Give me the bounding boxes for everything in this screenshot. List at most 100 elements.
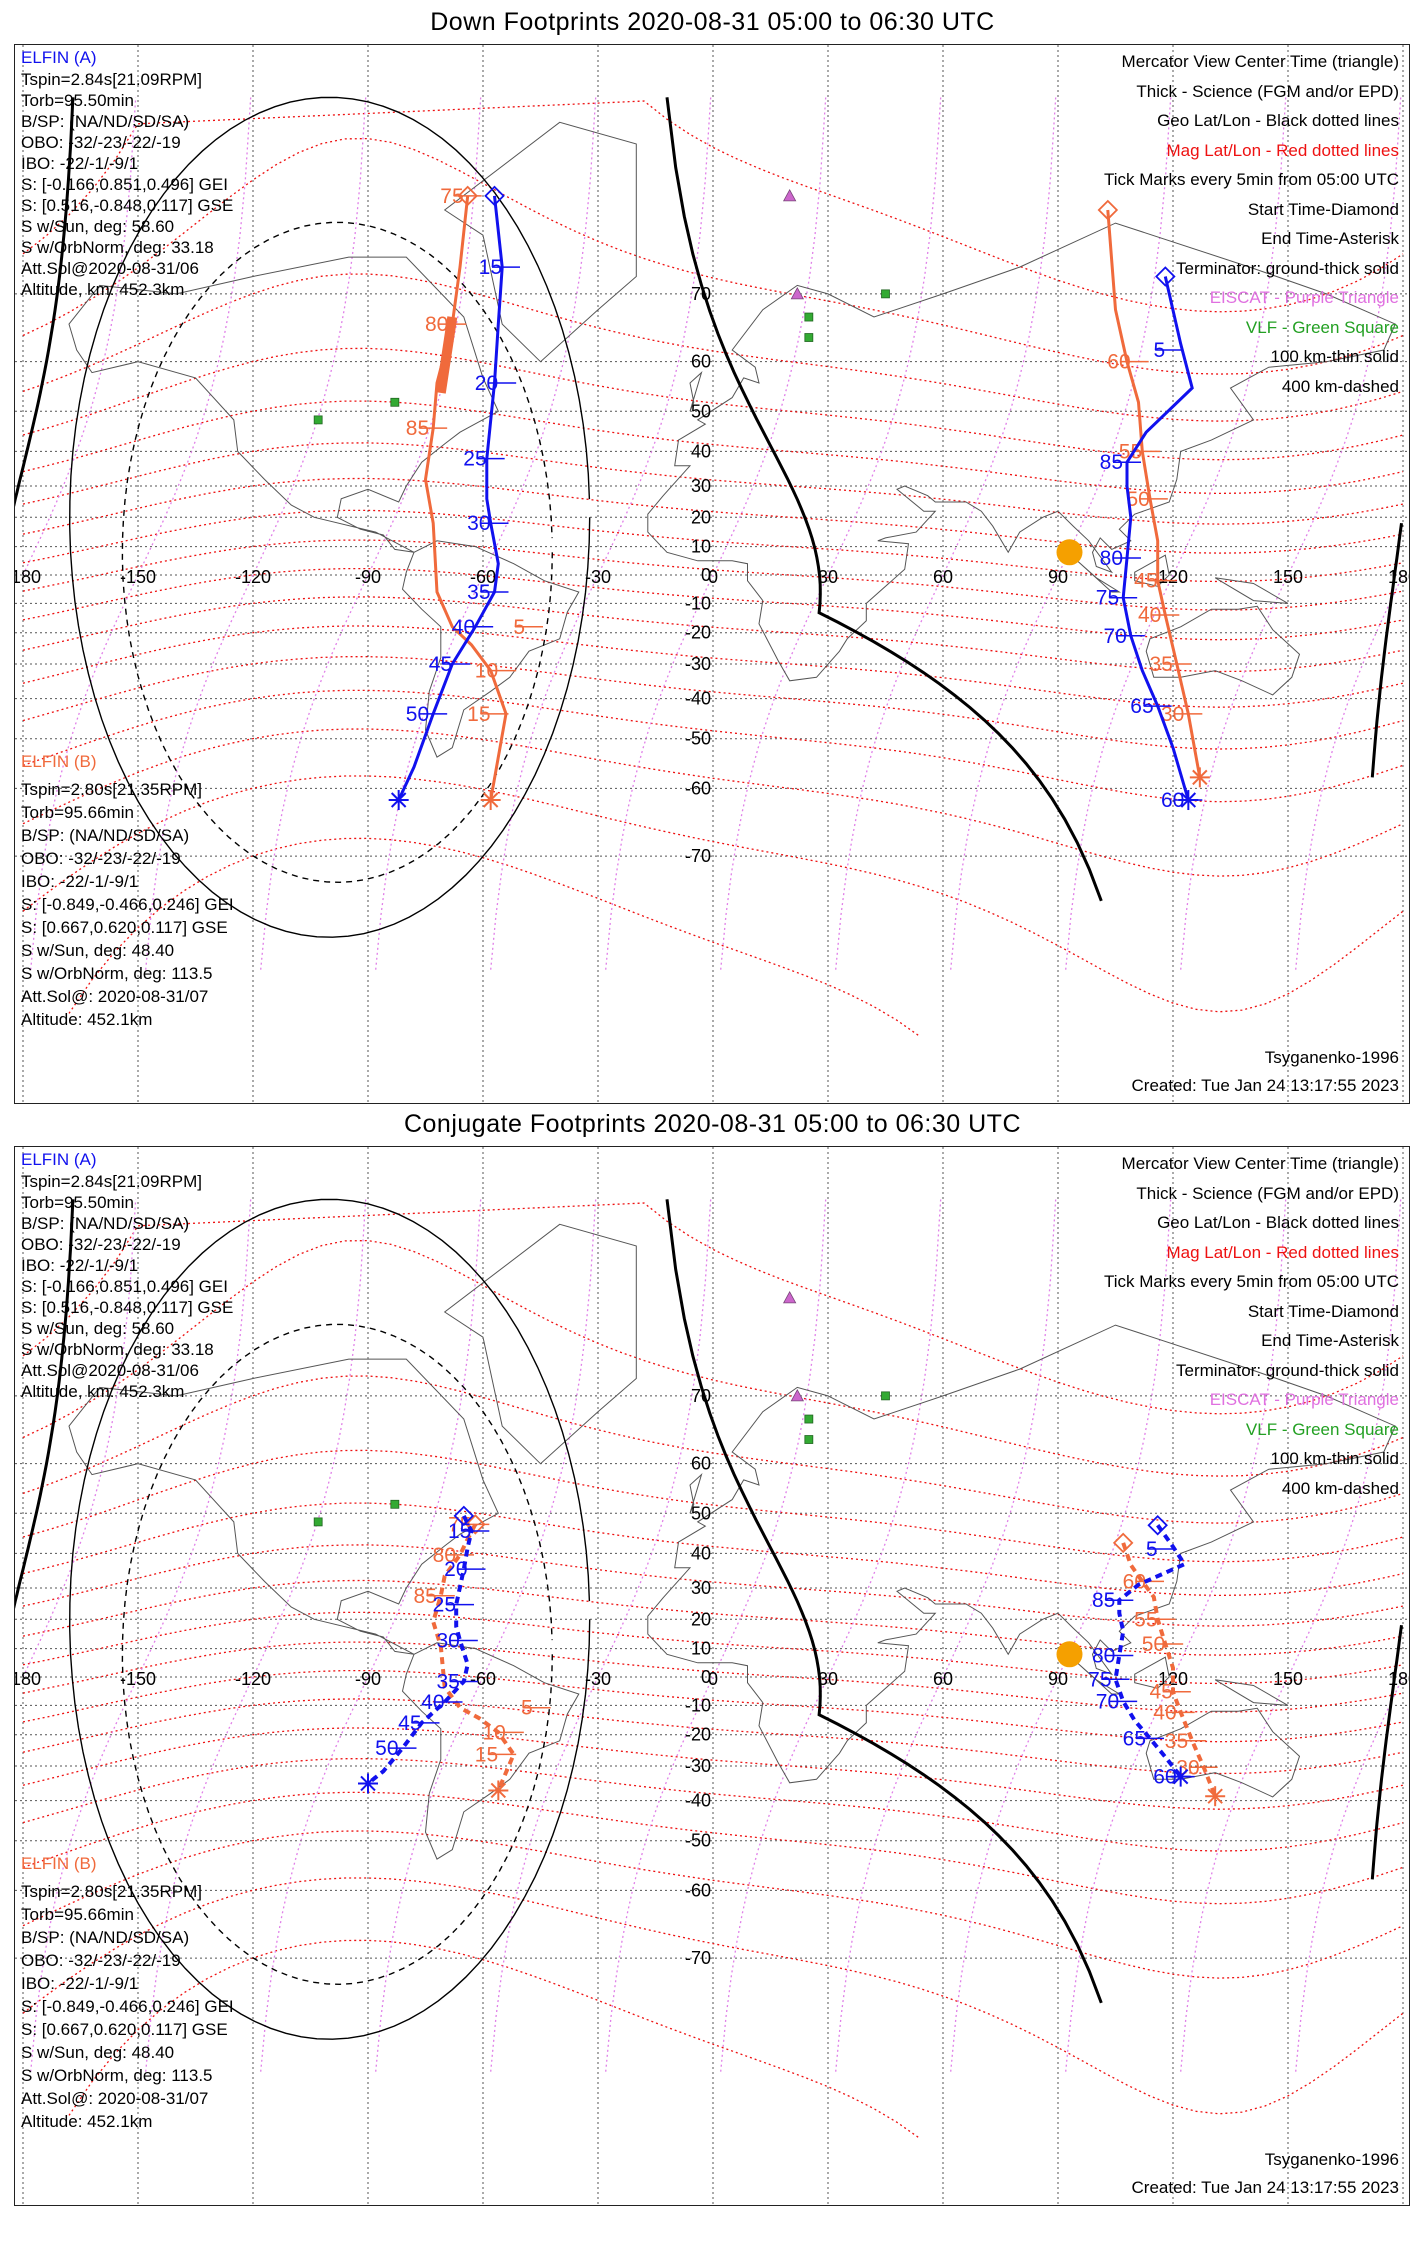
legend-item: End Time-Asterisk bbox=[1261, 229, 1399, 248]
coastline bbox=[1076, 560, 1122, 593]
mag-latitude-line bbox=[22, 477, 1404, 554]
legend-item: Thick - Science (FGM and/or EPD) bbox=[1136, 1183, 1399, 1203]
elfin-b-line: S: [-0.849,-0.466,0.246] GEI bbox=[21, 1997, 234, 2016]
latitude-tick-label: 70 bbox=[691, 1386, 711, 1406]
mag-longitude-line bbox=[605, 1199, 827, 2072]
latitude-tick-label: 20 bbox=[691, 507, 711, 527]
latitude-tick-label: -40 bbox=[685, 689, 711, 709]
legend-item: VLF - Green Square bbox=[1245, 317, 1399, 337]
longitude-tick-label: 30 bbox=[818, 567, 838, 587]
legend-item: Geo Lat/Lon - Black dotted lines bbox=[1157, 1213, 1399, 1232]
elfin-a-line: Altitude, km: 452.3km bbox=[21, 280, 185, 299]
mag-latitude-line bbox=[22, 728, 1404, 877]
elfin-b-line: S: [0.667,0.620,0.117] GSE bbox=[21, 918, 228, 937]
elfin-a-line: Att.Sol@2020-08-31/06 bbox=[21, 1361, 199, 1380]
vlf-station-square bbox=[804, 312, 814, 322]
mag-latitude-line bbox=[22, 1502, 1404, 1597]
longitude-tick-label: -90 bbox=[355, 567, 381, 587]
created-label: Created: Tue Jan 24 13:17:55 2023 bbox=[1131, 1076, 1399, 1095]
elfin-a-conjugate-track bbox=[366, 1514, 474, 1786]
track-time-label: 35 bbox=[436, 1671, 459, 1694]
track-time-label: 20 bbox=[475, 372, 498, 395]
eiscat-station-triangle bbox=[782, 189, 797, 202]
longitude-tick-label: -90 bbox=[355, 1669, 381, 1689]
model-label: Tsyganenko-1996 bbox=[1264, 2150, 1399, 2169]
elfin-a-line: IBO: -22/-1/-9/1 bbox=[21, 1256, 139, 1275]
elfin-a-line: Att.Sol@2020-08-31/06 bbox=[21, 259, 199, 278]
vlf-station-square bbox=[804, 1435, 814, 1444]
latitude-tick-label: 0 bbox=[701, 565, 711, 585]
elfin-a-line: Torb=95.50min bbox=[21, 91, 134, 110]
latitude-tick-label: 40 bbox=[691, 441, 711, 461]
eiscat-station-triangle bbox=[782, 1291, 797, 1304]
track-time-label: 75 bbox=[1096, 587, 1119, 610]
elfin-b-line: OBO: -32/-23/-22/-19 bbox=[21, 1951, 181, 1970]
legend-item: Mag Lat/Lon - Red dotted lines bbox=[1166, 1242, 1399, 1262]
coastline bbox=[1214, 1679, 1289, 1706]
track-time-label: 80 bbox=[425, 313, 448, 336]
mag-latitude-line bbox=[22, 539, 1404, 611]
elfin-a-line: S w/Sun, deg: 58.60 bbox=[21, 1319, 175, 1338]
terminator-100km-line bbox=[68, 96, 591, 938]
mag-latitude-line bbox=[22, 1544, 1404, 1627]
track-time-label: 20 bbox=[444, 1558, 467, 1581]
elfin-a-line: S: [0.516,-0.848,0.117] GSE bbox=[21, 196, 234, 215]
latitude-tick-label: 60 bbox=[691, 352, 711, 372]
track-time-label: 45 bbox=[1134, 570, 1157, 593]
elfin-a-line: B/SP: (NA/ND/SD/SA) bbox=[21, 1214, 190, 1233]
elfin-a-line: S: [-0.166,0.851,0.496] GEI bbox=[21, 175, 228, 194]
elfin-b-heading: ELFIN (B) bbox=[21, 1854, 97, 1873]
legend-item: EISCAT - Purple Triangle bbox=[1209, 1390, 1399, 1409]
legend-item: Mercator View Center Time (triangle) bbox=[1121, 1154, 1399, 1173]
elfin-a-conjugate-track bbox=[1113, 1524, 1188, 1778]
created-label: Created: Tue Jan 24 13:17:55 2023 bbox=[1131, 2178, 1399, 2197]
end-time-asterisk bbox=[1172, 1768, 1189, 1785]
subsolar-point-icon bbox=[1056, 1641, 1083, 1668]
elfin-a-line: S w/OrbNorm, deg: 33.18 bbox=[21, 238, 214, 257]
mag-longitude-line bbox=[835, 1199, 1057, 2072]
terminator-400km-line bbox=[121, 1323, 553, 1986]
end-time-asterisk bbox=[390, 792, 407, 808]
elfin-a-line: S w/OrbNorm, deg: 33.18 bbox=[21, 1340, 214, 1359]
track-time-label: 55 bbox=[1134, 1608, 1157, 1631]
track-time-label: 60 bbox=[1161, 789, 1184, 812]
terminator-helper bbox=[713, 97, 825, 915]
mag-latitude-line bbox=[22, 1727, 1404, 1810]
terminator-ground-line bbox=[665, 97, 1103, 902]
longitude-tick-label: -150 bbox=[120, 567, 156, 587]
elfin-b-line: B/SP: (NA/ND/SD/SA) bbox=[21, 1928, 190, 1947]
coastline bbox=[1145, 1707, 1301, 1798]
eiscat-station-triangle bbox=[790, 287, 805, 300]
mag-latitude-line bbox=[22, 1375, 1404, 1524]
elfin-b-line: Tspin=2.80s[21.35RPM] bbox=[21, 1882, 202, 1901]
mag-latitude-line bbox=[22, 596, 1404, 673]
elfin-a-heading: ELFIN (A) bbox=[21, 1150, 97, 1169]
end-time-asterisk bbox=[1180, 792, 1197, 808]
track-time-label: 50 bbox=[406, 703, 429, 726]
mag-latitude-line bbox=[22, 1641, 1404, 1713]
track-time-label: 5 bbox=[513, 616, 525, 639]
eiscat-station-triangle bbox=[790, 1389, 805, 1402]
track-time-label: 5 bbox=[521, 1697, 533, 1720]
elfin-a-line: Altitude, km: 452.3km bbox=[21, 1382, 185, 1401]
end-time-asterisk bbox=[1207, 1788, 1223, 1804]
mag-latitude-line bbox=[22, 1449, 1404, 1563]
mag-latitude-line bbox=[68, 837, 921, 1038]
longitude-tick-label: -120 bbox=[235, 567, 271, 587]
longitude-tick-label: 30 bbox=[818, 1669, 838, 1689]
track-time-label: 40 bbox=[1153, 1701, 1176, 1724]
elfin-b-heading: ELFIN (B) bbox=[21, 752, 97, 771]
elfin-a-line: B/SP: (NA/ND/SD/SA) bbox=[21, 112, 190, 131]
elfin-a-line: OBO: -32/-23/-22/-19 bbox=[21, 133, 181, 152]
elfin-a-line: S w/Sun, deg: 58.60 bbox=[21, 217, 175, 236]
track-time-label: 40 bbox=[421, 1691, 444, 1714]
mag-latitude-line bbox=[22, 1669, 1404, 1743]
track-time-label: 30 bbox=[467, 512, 490, 535]
legend-item: 100 km-thin solid bbox=[1270, 1449, 1399, 1468]
mag-latitude-line bbox=[22, 1611, 1404, 1685]
coastline bbox=[1214, 577, 1289, 604]
track-time-label: 30 bbox=[1176, 1756, 1199, 1779]
vlf-station-square bbox=[390, 397, 400, 407]
legend-item: Geo Lat/Lon - Black dotted lines bbox=[1157, 111, 1399, 130]
mag-latitude-line bbox=[22, 347, 1404, 461]
